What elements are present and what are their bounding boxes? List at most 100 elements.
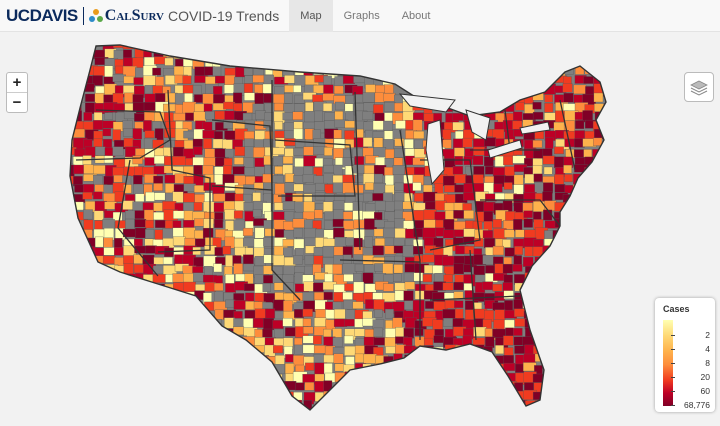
- county-cell[interactable]: [273, 345, 283, 354]
- county-cell[interactable]: [472, 155, 484, 165]
- county-cell[interactable]: [434, 49, 444, 61]
- county-cell[interactable]: [334, 111, 344, 120]
- county-cell[interactable]: [464, 417, 474, 426]
- county-cell[interactable]: [364, 67, 377, 78]
- county-cell[interactable]: [534, 283, 545, 294]
- county-cell[interactable]: [112, 408, 127, 419]
- county-cell[interactable]: [164, 319, 176, 331]
- county-cell[interactable]: [354, 57, 369, 65]
- county-cell[interactable]: [563, 247, 578, 258]
- county-cell[interactable]: [354, 41, 367, 52]
- county-cell[interactable]: [442, 309, 457, 319]
- county-cell[interactable]: [144, 308, 156, 317]
- county-cell[interactable]: [63, 373, 72, 384]
- county-cell[interactable]: [604, 318, 616, 331]
- county-cell[interactable]: [174, 373, 185, 382]
- county-cell[interactable]: [534, 336, 548, 344]
- county-cell[interactable]: [452, 121, 464, 131]
- county-cell[interactable]: [93, 65, 106, 77]
- county-cell[interactable]: [484, 380, 499, 392]
- county-cell[interactable]: [73, 400, 86, 410]
- county-cell[interactable]: [372, 245, 384, 256]
- county-cell[interactable]: [454, 76, 466, 87]
- county-cell[interactable]: [64, 409, 74, 419]
- county-cell[interactable]: [274, 311, 284, 320]
- county-cell[interactable]: [264, 102, 275, 113]
- county-cell[interactable]: [93, 320, 107, 331]
- county-cell[interactable]: [284, 138, 296, 146]
- county-cell[interactable]: [363, 59, 378, 71]
- county-cell[interactable]: [93, 371, 107, 384]
- county-cell[interactable]: [394, 381, 404, 392]
- county-cell[interactable]: [174, 354, 188, 368]
- county-cell[interactable]: [154, 41, 166, 53]
- county-cell[interactable]: [544, 67, 559, 80]
- county-cell[interactable]: [432, 265, 443, 274]
- county-cell[interactable]: [224, 74, 236, 86]
- county-cell[interactable]: [243, 83, 253, 94]
- county-cell[interactable]: [584, 318, 598, 327]
- county-cell[interactable]: [282, 381, 297, 391]
- county-cell[interactable]: [443, 175, 457, 187]
- county-cell[interactable]: [594, 400, 604, 411]
- county-cell[interactable]: [113, 365, 129, 378]
- county-cell[interactable]: [104, 346, 113, 358]
- county-cell[interactable]: [84, 399, 97, 410]
- county-cell[interactable]: [554, 146, 564, 155]
- county-cell[interactable]: [63, 56, 75, 68]
- county-cell[interactable]: [495, 345, 504, 355]
- county-cell[interactable]: [183, 336, 198, 345]
- county-cell[interactable]: [492, 58, 506, 70]
- county-cell[interactable]: [443, 39, 453, 49]
- county-cell[interactable]: [393, 353, 403, 363]
- county-cell[interactable]: [114, 301, 127, 311]
- county-cell[interactable]: [514, 246, 523, 255]
- county-cell[interactable]: [302, 344, 315, 354]
- county-cell[interactable]: [192, 408, 203, 417]
- county-cell[interactable]: [564, 407, 574, 416]
- county-cell[interactable]: [63, 418, 73, 426]
- county-cell[interactable]: [595, 56, 607, 69]
- county-cell[interactable]: [242, 227, 254, 237]
- county-cell[interactable]: [503, 290, 514, 299]
- county-cell[interactable]: [544, 310, 557, 321]
- county-cell[interactable]: [442, 282, 454, 291]
- county-cell[interactable]: [294, 201, 305, 213]
- county-cell[interactable]: [423, 355, 432, 368]
- county-cell[interactable]: [373, 173, 384, 184]
- county-cell[interactable]: [584, 236, 594, 246]
- county-cell[interactable]: [103, 419, 114, 426]
- county-cell[interactable]: [553, 274, 562, 286]
- county-cell[interactable]: [413, 272, 424, 282]
- county-cell[interactable]: [223, 347, 238, 359]
- county-cell[interactable]: [113, 371, 127, 385]
- county-cell[interactable]: [92, 75, 103, 86]
- county-cell[interactable]: [354, 399, 366, 408]
- county-cell[interactable]: [303, 326, 314, 334]
- county-cell[interactable]: [215, 75, 226, 84]
- county-cell[interactable]: [533, 309, 542, 321]
- county-cell[interactable]: [543, 83, 556, 95]
- county-cell[interactable]: [444, 362, 457, 372]
- county-cell[interactable]: [143, 355, 154, 367]
- county-cell[interactable]: [223, 389, 237, 402]
- county-cell[interactable]: [342, 263, 357, 275]
- county-cell[interactable]: [555, 265, 570, 275]
- county-cell[interactable]: [183, 363, 192, 374]
- county-cell[interactable]: [453, 382, 463, 392]
- county-cell[interactable]: [182, 121, 193, 131]
- county-cell[interactable]: [454, 174, 467, 184]
- county-cell[interactable]: [374, 56, 387, 66]
- county-cell[interactable]: [572, 229, 587, 240]
- county-cell[interactable]: [133, 346, 144, 359]
- county-cell[interactable]: [113, 273, 124, 283]
- county-cell[interactable]: [333, 129, 342, 139]
- county-cell[interactable]: [75, 310, 85, 322]
- county-cell[interactable]: [393, 39, 404, 50]
- county-cell[interactable]: [265, 308, 276, 319]
- nav-graphs[interactable]: Graphs: [343, 9, 380, 22]
- county-cell[interactable]: [163, 345, 175, 355]
- county-cell[interactable]: [75, 407, 90, 419]
- county-cell[interactable]: [383, 283, 394, 292]
- county-cell[interactable]: [274, 121, 283, 130]
